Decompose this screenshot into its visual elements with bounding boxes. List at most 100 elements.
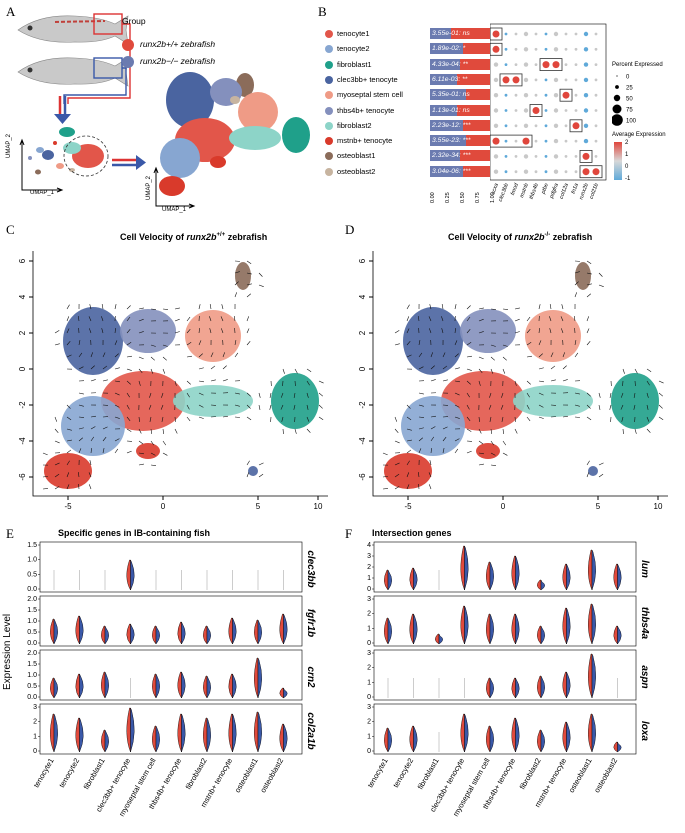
velocity-arrow bbox=[586, 460, 590, 466]
violin-half-ko bbox=[387, 617, 392, 645]
violin-half-wt bbox=[588, 713, 593, 753]
velocity-arrow bbox=[418, 437, 423, 442]
velocity-arrow bbox=[538, 416, 544, 419]
velocity-arrow bbox=[454, 448, 459, 454]
velocity-arrow bbox=[174, 331, 180, 334]
proportion-bar: 1.13e-01: ns bbox=[430, 104, 490, 116]
velocity-arrow bbox=[429, 304, 432, 310]
velocity-arrow bbox=[658, 416, 664, 421]
expression-dot bbox=[594, 155, 598, 158]
x-category-label: fibroblast1 bbox=[416, 757, 441, 791]
violin-half-wt bbox=[228, 713, 233, 753]
expression-dot bbox=[493, 93, 499, 98]
velocity-arrow bbox=[102, 352, 106, 358]
velocity-arrow bbox=[394, 486, 400, 490]
violin-half-ko bbox=[181, 671, 186, 699]
expression-dot bbox=[523, 154, 529, 159]
y-tick-label: 1.0 bbox=[27, 557, 37, 564]
expression-dot bbox=[564, 78, 568, 82]
pct-legend-dot bbox=[613, 94, 621, 102]
y-tick-label: -6 bbox=[18, 473, 27, 481]
celltype-label: tenocyte1 bbox=[337, 29, 370, 38]
velocity-arrow bbox=[382, 475, 388, 478]
velocity-arrow bbox=[598, 462, 604, 466]
velocity-arrow bbox=[114, 380, 120, 383]
velocity-arrow bbox=[114, 404, 120, 408]
expression-dot bbox=[504, 47, 508, 51]
velocity-arrow bbox=[186, 329, 191, 334]
velocity-arrow bbox=[162, 428, 164, 434]
velocity-arrow bbox=[382, 452, 388, 456]
expression-dot bbox=[564, 170, 568, 174]
velocity-arrow bbox=[90, 352, 94, 358]
velocity-arrow bbox=[658, 392, 664, 397]
violin-panel-frame bbox=[373, 703, 637, 755]
velocity-arrow bbox=[77, 472, 80, 478]
pvalue-label: 1.89e-02: * bbox=[432, 45, 466, 53]
y-tick-label: 0.0 bbox=[27, 586, 37, 593]
violin-panel-frame bbox=[39, 703, 303, 755]
velocity-arrow bbox=[54, 486, 60, 490]
expression-dot bbox=[534, 170, 538, 174]
velocity-arrow bbox=[258, 392, 261, 398]
velocity-arrow bbox=[609, 404, 612, 410]
velocity-arrow bbox=[138, 440, 144, 445]
y-tick-label: 1 bbox=[33, 733, 37, 740]
velocity-arrow bbox=[466, 428, 472, 432]
velocity-arrow bbox=[138, 356, 144, 360]
y-tick-label: 2 bbox=[367, 611, 371, 618]
velocity-arrow bbox=[406, 328, 410, 334]
velocity-arrow bbox=[490, 452, 496, 456]
violin-plot-f: 4 3 2 1 0 lum 3 2 1 0 thbs4a 3 2 1 0 aspn 3 2 1 0 loxa tenocy… bbox=[366, 541, 650, 818]
velocity-arrow bbox=[586, 340, 591, 346]
violin-half-wt bbox=[537, 675, 542, 699]
velocity-arrow bbox=[646, 428, 651, 433]
small-umap-plot bbox=[19, 127, 109, 193]
pct-legend-dot bbox=[615, 85, 619, 89]
fish-knockout-image bbox=[17, 57, 129, 87]
avg-legend-title: Average Expression bbox=[612, 132, 666, 138]
velocity-arrow bbox=[621, 416, 624, 422]
velocity-arrow bbox=[269, 404, 272, 410]
velocity-arrow bbox=[394, 416, 398, 422]
violin-half-wt bbox=[177, 671, 182, 699]
velocity-arrow bbox=[246, 316, 250, 322]
velocity-arrow bbox=[210, 365, 216, 370]
velocity-arrow bbox=[609, 392, 612, 398]
expression-dot bbox=[553, 169, 559, 174]
velocity-arrow bbox=[150, 428, 153, 434]
velocity-arrow bbox=[478, 452, 484, 455]
gene-label: thbs4b bbox=[529, 183, 540, 201]
velocity-arrow bbox=[198, 353, 203, 358]
velocity-arrow bbox=[138, 318, 144, 322]
velocity-arrow bbox=[478, 368, 483, 373]
velocity-arrow bbox=[222, 415, 228, 418]
highlight-box bbox=[490, 134, 533, 148]
velocity-arrow bbox=[466, 316, 471, 322]
velocity-arrow bbox=[102, 426, 108, 430]
expression-dot bbox=[574, 93, 578, 97]
expression-dot bbox=[553, 77, 559, 83]
expression-dot bbox=[564, 109, 568, 112]
expression-dot bbox=[514, 63, 518, 66]
velocity-arrow bbox=[88, 484, 92, 490]
expression-dot bbox=[553, 31, 559, 37]
expression-dot bbox=[574, 109, 578, 112]
velocity-arrow bbox=[406, 341, 411, 346]
velocity-arrow bbox=[66, 460, 70, 466]
velocity-arrow bbox=[658, 404, 663, 409]
velocity-arrow bbox=[78, 427, 84, 430]
expression-dot bbox=[594, 47, 598, 51]
velocity-arrow bbox=[489, 392, 492, 398]
expression-dot bbox=[493, 123, 499, 128]
highlight-box bbox=[529, 104, 543, 117]
pct-legend-title: Percent Expressed bbox=[612, 62, 663, 68]
velocity-arrow bbox=[490, 344, 496, 347]
velocity-arrow bbox=[514, 307, 520, 310]
velocity-arrow bbox=[66, 428, 72, 431]
velocity-arrow bbox=[441, 316, 444, 322]
violin-half-ko bbox=[155, 625, 160, 645]
y-tick-label: 2.0 bbox=[27, 596, 37, 603]
proportion-tick: 0.00 bbox=[430, 192, 436, 203]
proportion-tick: 0.50 bbox=[460, 192, 466, 203]
